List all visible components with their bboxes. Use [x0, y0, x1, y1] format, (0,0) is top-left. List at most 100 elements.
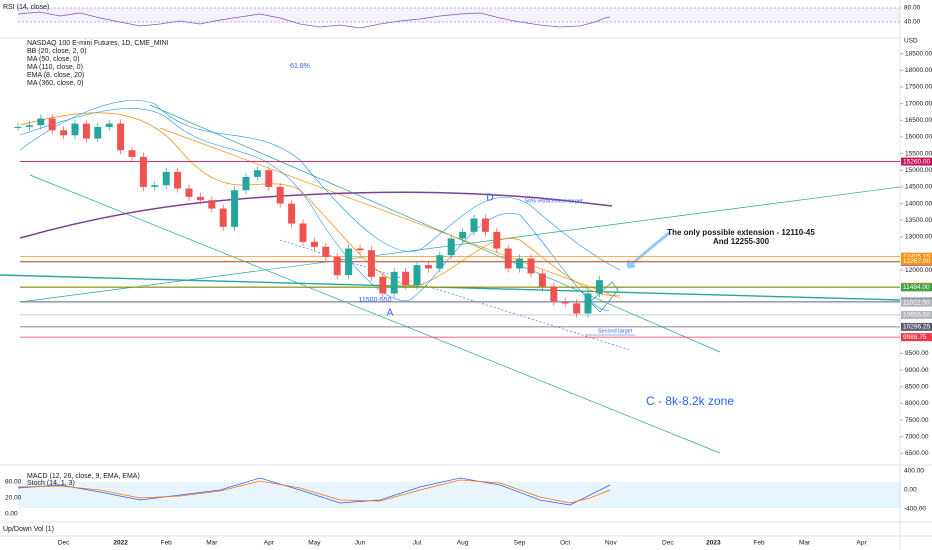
candle [345, 248, 353, 276]
stoch-tick-label: 80.00 [5, 478, 22, 485]
candle [459, 231, 467, 239]
candle [447, 238, 455, 256]
candle [219, 208, 227, 227]
indicator: MA (50, close, 0) [27, 56, 80, 63]
candle [94, 126, 102, 139]
candle [48, 118, 56, 131]
x-tick-label: Feb [161, 540, 173, 547]
annotation: 50% retracement target [525, 198, 583, 204]
trendline [159, 127, 621, 299]
x-tick-label: Dec [662, 540, 674, 547]
levels: 15260.0012250.0012405.2512267.0011501.75… [20, 157, 932, 342]
x-tick-label: Nov [605, 540, 617, 547]
y-tick-label: 8500.00 [905, 383, 929, 390]
candle [128, 150, 136, 157]
x-tick-label: Apr [264, 540, 275, 547]
candle [196, 196, 204, 201]
y-tick-label: 15000.00 [905, 167, 932, 174]
x-tick-label: Apr [857, 540, 868, 547]
stoch-band [18, 482, 900, 508]
y-tick-label: 9000.00 [905, 367, 929, 374]
macd-tick-label: -400.00 [904, 506, 926, 513]
candle [288, 203, 296, 224]
x-tick-label: Aug [457, 540, 469, 547]
y-tick-label: 17000.00 [905, 100, 932, 107]
annotation: D [486, 193, 493, 204]
candle [117, 123, 125, 151]
candle [379, 276, 387, 294]
macd-tick-label: 0.00 [904, 487, 917, 494]
x-tick-label: Feb [753, 540, 765, 547]
y-tick-label: 8000.00 [905, 400, 929, 407]
candle [481, 218, 489, 232]
x-tick-label: Sep [514, 540, 526, 547]
signal-line [17, 479, 611, 504]
candle [310, 241, 318, 247]
candle [516, 258, 524, 269]
rsi-title: RSI (14, close) [3, 4, 49, 11]
volume-title: Up/Down Vol (1) [3, 526, 54, 533]
x-tick-label: Jul [413, 540, 422, 547]
candle [561, 301, 569, 304]
annotation: And 12255-300 [713, 237, 770, 246]
level-box [901, 333, 932, 342]
trendline [149, 104, 721, 353]
candle [208, 200, 216, 209]
level-box [901, 252, 932, 261]
annotation: The only possible extension - 12110-45 [667, 228, 815, 237]
candle [595, 280, 603, 294]
trendline [29, 174, 721, 454]
ma-50 [19, 112, 621, 296]
candle [413, 265, 421, 286]
rsi-tick-label: 40.00 [904, 19, 921, 26]
candle [424, 265, 432, 269]
candle [151, 185, 159, 187]
candle [276, 186, 284, 204]
x-tick-label: Oct [560, 540, 570, 547]
candle [367, 250, 375, 277]
x-tick-label: 2022 [113, 540, 128, 547]
candle [265, 170, 273, 187]
candle [356, 248, 364, 251]
y-tick-label: 7500.00 [905, 417, 929, 424]
x-tick-label: May [308, 540, 321, 547]
x-tick-label: Jun [355, 540, 366, 547]
y-tick-label: 18000.00 [905, 67, 932, 74]
level-box [901, 322, 932, 331]
candle [538, 273, 546, 287]
x-tick-label: Mar [799, 540, 811, 547]
annotation: A [387, 308, 394, 319]
candle [470, 218, 478, 232]
level-label: 10296.25 [903, 324, 930, 331]
macd-title: MACD (12, 26, close, 9, EMA, EMA) [27, 473, 140, 480]
candle [402, 271, 410, 286]
symbol-title: NASDAQ 100 E-mini Futures, 1D, CME_MINI [27, 40, 169, 47]
candle [231, 190, 239, 227]
level-label: 11022.50 [903, 299, 930, 306]
y-tick-label: 9500.00 [905, 350, 929, 357]
currency: USD [904, 38, 918, 45]
channel-box [589, 281, 619, 313]
candle [105, 123, 113, 127]
y-tick-label: 18500.00 [905, 50, 932, 57]
level-label: 9988.75 [903, 334, 927, 341]
bollinger-band [19, 100, 621, 271]
level-box [901, 257, 932, 266]
indicator: BB (20, close, 2, 0) [27, 48, 87, 55]
candle [242, 176, 250, 191]
y-tick-label: 7000.00 [905, 433, 929, 440]
level-label: 12267.00 [903, 258, 930, 265]
annotation: C - 8k-8.2k zone [646, 394, 734, 408]
y-tick-label: 14500.00 [905, 184, 932, 191]
macd-line [17, 477, 611, 506]
y-tick-label: 15500.00 [905, 150, 932, 157]
candle [253, 170, 261, 177]
stoch-tick-label: 20.00 [5, 494, 22, 501]
ma-360 [19, 191, 613, 239]
indicator: MA (110, close, 0) [27, 64, 83, 71]
candle [436, 255, 444, 269]
level-label: 15260.00 [903, 158, 930, 165]
candle [573, 303, 581, 314]
stoch-tick-label: 0.00 [5, 511, 18, 518]
